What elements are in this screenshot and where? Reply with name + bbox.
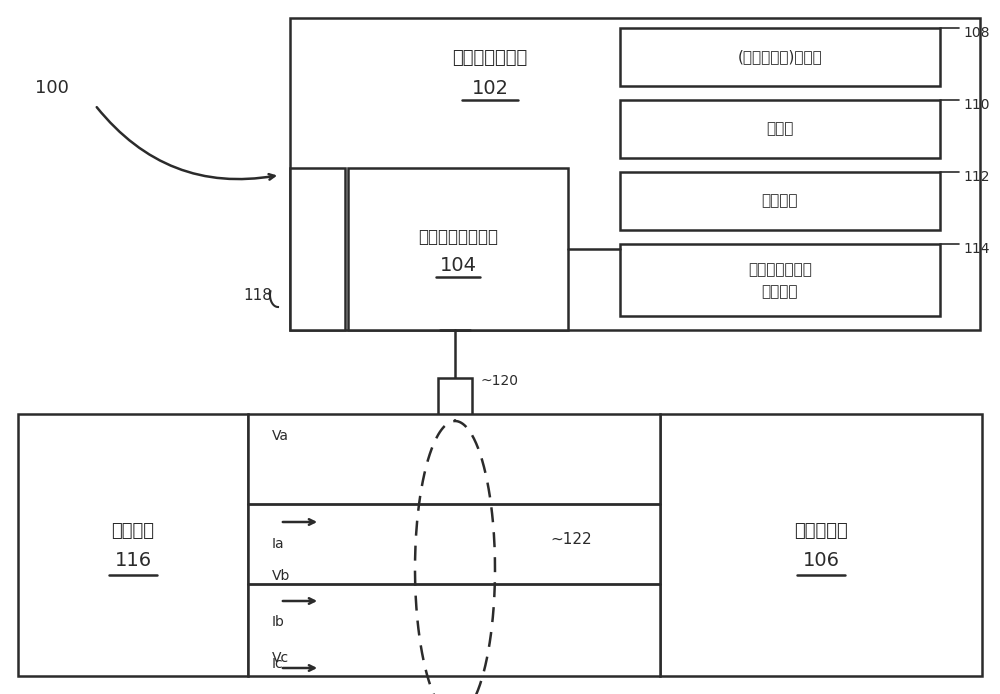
Text: 100: 100 (35, 79, 69, 97)
Text: 三相电动机: 三相电动机 (794, 522, 848, 540)
Text: 112: 112 (963, 170, 990, 184)
Text: Ic: Ic (272, 657, 284, 671)
Bar (438, 378, 472, 420)
Bar (620, 28, 940, 86)
Bar (620, 100, 940, 158)
Text: Vc: Vc (272, 651, 289, 665)
Text: 102: 102 (472, 78, 509, 97)
Text: Vb: Vb (272, 569, 290, 583)
Text: 118: 118 (243, 287, 272, 303)
Text: Ia: Ia (272, 537, 285, 551)
Bar (348, 168, 568, 330)
Bar (660, 414, 982, 676)
Bar (620, 172, 940, 230)
Bar (248, 414, 660, 676)
Bar (290, 168, 345, 330)
Bar (290, 18, 980, 330)
Text: 用户界面: 用户界面 (762, 194, 798, 208)
Text: 测试和测量仪器: 测试和测量仪器 (452, 49, 528, 67)
Text: Va: Va (272, 429, 289, 443)
Text: （一个或多个）: （一个或多个） (748, 262, 812, 278)
Text: Ib: Ib (272, 615, 285, 629)
Text: 三相电源: 三相电源 (112, 522, 154, 540)
Text: 存储器: 存储器 (766, 121, 794, 137)
Bar (620, 244, 940, 316)
Bar (18, 414, 248, 676)
Text: 114: 114 (963, 242, 990, 256)
Text: 106: 106 (802, 552, 840, 570)
Text: 108: 108 (963, 26, 990, 40)
Text: ~122: ~122 (550, 532, 592, 546)
Text: 电动机驱动分析器: 电动机驱动分析器 (418, 228, 498, 246)
Text: 110: 110 (963, 98, 990, 112)
Text: 104: 104 (440, 255, 477, 275)
Text: 测量单元: 测量单元 (762, 285, 798, 300)
Text: (一个或多个)处理器: (一个或多个)处理器 (738, 49, 822, 65)
Text: ~120: ~120 (480, 374, 518, 388)
Text: 116: 116 (114, 552, 152, 570)
